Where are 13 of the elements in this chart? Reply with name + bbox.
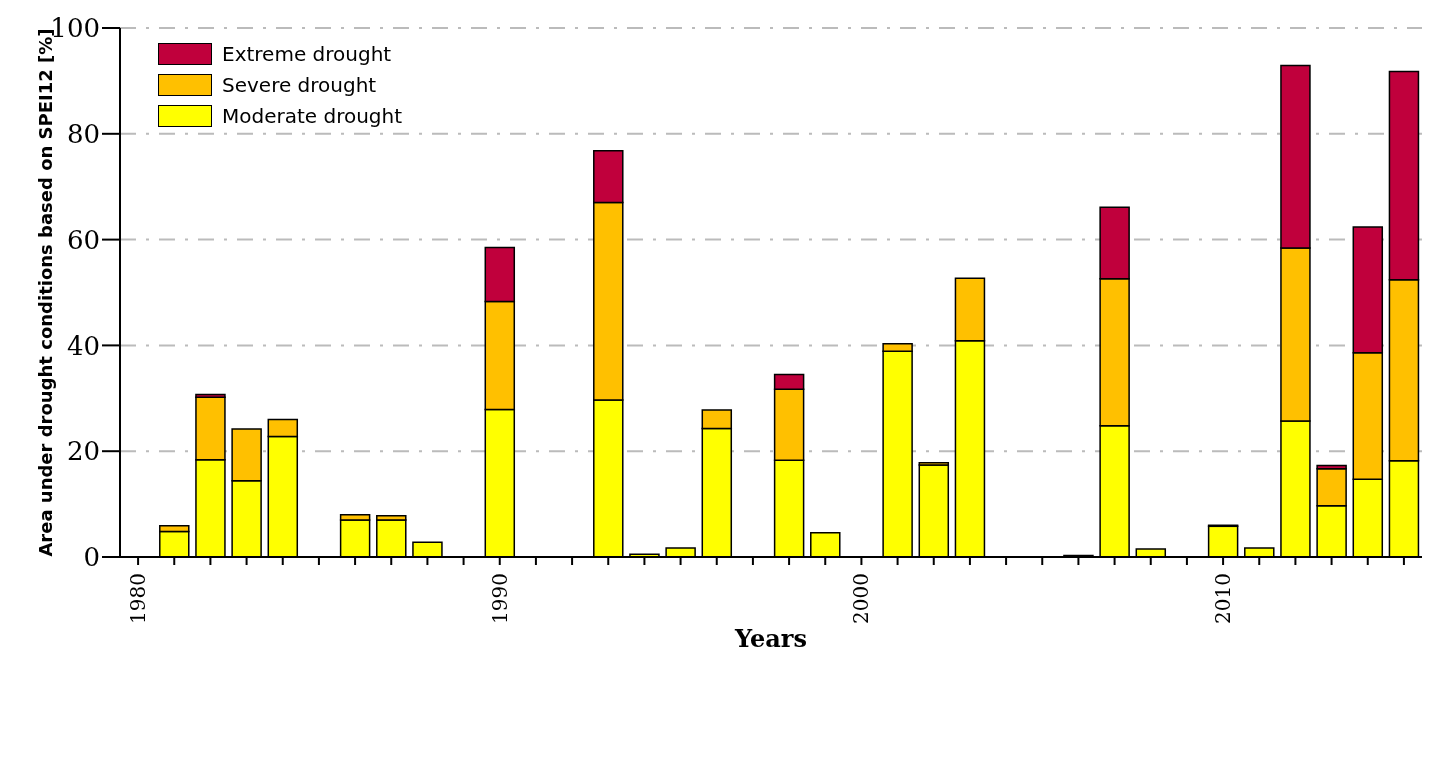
x-axis-title: Years <box>733 624 808 653</box>
x-tick-label: 1990 <box>487 573 512 624</box>
x-tick-label: 2010 <box>1211 573 1236 624</box>
y-tick-label: 60 <box>66 224 100 255</box>
y-tick-label: 0 <box>83 542 100 573</box>
legend-label: Moderate drought <box>222 103 403 128</box>
y-tick-label: 40 <box>66 330 100 361</box>
x-tick-label: 1980 <box>126 573 151 624</box>
legend-label: Extreme drought <box>222 41 392 66</box>
y-tick-label: 80 <box>66 119 100 150</box>
x-tick-label: 2000 <box>849 573 874 624</box>
legend-label: Severe drought <box>222 72 377 97</box>
y-tick-label: 20 <box>66 436 100 467</box>
